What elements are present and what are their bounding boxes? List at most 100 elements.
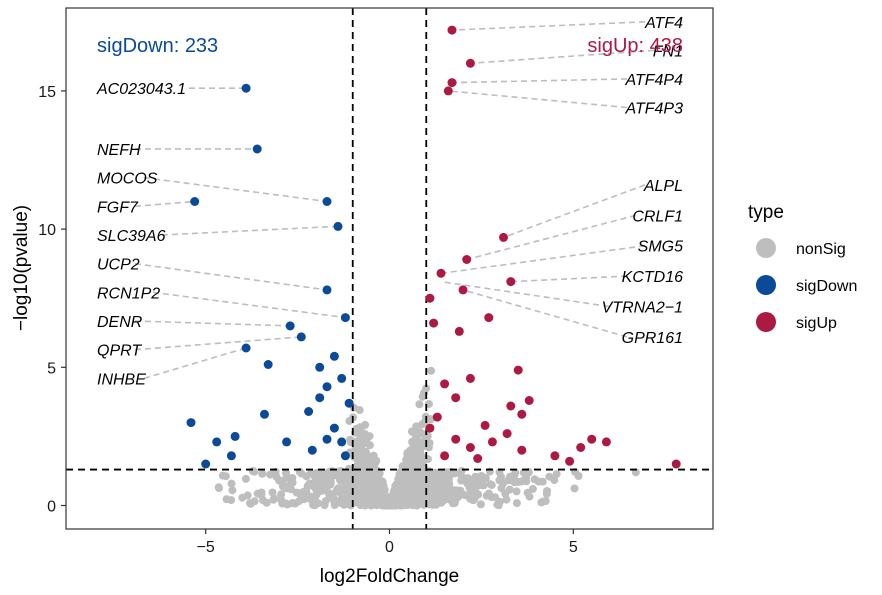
sigUp-point <box>465 443 475 452</box>
nonsig-point <box>512 487 521 496</box>
gene-label: ATF4P3 <box>625 101 684 118</box>
nonsig-point <box>415 481 424 490</box>
sigDown-point <box>322 197 332 206</box>
sigDown-point <box>260 409 269 419</box>
nonsig-point <box>491 493 500 502</box>
legend-label-sigup: sigUp <box>796 315 837 332</box>
sigDown-point <box>337 373 347 383</box>
nonsig-point <box>442 472 451 481</box>
nonsig-point <box>444 485 453 494</box>
x-tick-label: 5 <box>569 539 578 556</box>
sigUp-point <box>601 437 611 447</box>
nonsig-point <box>458 472 466 481</box>
sigUp-point <box>451 434 461 444</box>
sigDown-point <box>252 144 262 154</box>
nonsig-point <box>545 472 554 481</box>
y-axis-label: −log10(pvalue) <box>11 205 32 331</box>
label-connector <box>451 78 628 84</box>
nonsig-point <box>313 478 322 487</box>
nonsig-point <box>321 497 330 506</box>
gene-labels: AC023043.1 NEFH MOCOS FGF7 SLC39A6 UCP2 RCN1P2… <box>96 15 683 389</box>
nonsig-point <box>495 476 504 485</box>
nonsig-point <box>379 482 388 491</box>
sigUp-point <box>499 232 508 242</box>
gene-label: QPRT <box>97 343 142 360</box>
sigUp-point <box>671 459 681 469</box>
nonsig-point <box>269 495 278 504</box>
gene-label: ALPL <box>643 178 683 195</box>
nonsig-point <box>372 494 381 502</box>
nonsig-point <box>486 480 495 489</box>
gene-label: MOCOS <box>97 171 158 188</box>
sigUp-point <box>465 58 475 68</box>
nonsig-point <box>285 481 294 490</box>
legend-entries: nonSig sigDown sigUp <box>756 238 857 332</box>
nonsig-point <box>258 469 267 478</box>
label-connector <box>152 291 346 319</box>
y-tick-label: 0 <box>47 499 56 516</box>
gene-label: ATF4P4 <box>625 72 684 89</box>
sigUp-point <box>462 255 472 264</box>
nonsig-point <box>537 498 546 507</box>
sigUp-point <box>480 420 490 430</box>
sigUp-point <box>429 318 439 328</box>
nonsig-point <box>426 473 434 482</box>
significant-points <box>186 25 681 469</box>
nonsig-point <box>275 476 284 485</box>
gene-label: AC023043.1 <box>96 81 186 98</box>
sigUp-point <box>524 396 534 405</box>
nonsig-point <box>512 499 521 508</box>
nonsig-point <box>365 432 374 441</box>
nonsig-point <box>352 449 361 458</box>
gene-label: UCP2 <box>97 257 140 274</box>
nonsig-point <box>370 485 379 494</box>
nonsig-point <box>435 498 444 507</box>
nonsig-point <box>379 496 388 504</box>
nonsig-point <box>302 487 311 496</box>
nonsig-point <box>463 479 472 488</box>
label-connectors <box>134 21 655 380</box>
label-connector <box>143 347 247 380</box>
sigDown-point <box>322 382 332 392</box>
nonsig-point <box>305 479 314 488</box>
sigUp-point <box>576 443 586 452</box>
nonsig-point <box>450 499 459 507</box>
sigUp-point <box>458 285 468 295</box>
nonsig-point <box>399 473 408 482</box>
sigDown-point <box>340 313 350 323</box>
nonsig-point <box>407 464 416 473</box>
label-connector <box>143 176 328 203</box>
nonsig-point <box>440 479 449 488</box>
gene-label: FN1 <box>653 43 683 60</box>
sigDown-point <box>329 423 339 433</box>
axes: −5 0 5 0 5 10 15 <box>38 84 578 556</box>
sigUp-point <box>487 437 497 447</box>
nonsig-point <box>405 453 414 462</box>
sigDown-point <box>337 437 347 447</box>
nonsig-point <box>282 499 291 508</box>
nonsig-point <box>414 491 423 499</box>
nonsig-point <box>538 477 547 486</box>
threshold-lines <box>66 8 713 529</box>
gene-label: ATF4 <box>644 15 683 32</box>
nonsig-point <box>345 464 354 473</box>
sigDown-point <box>304 407 314 416</box>
label-connector <box>451 21 646 31</box>
nonsig-point <box>222 495 231 504</box>
sigUp-point <box>425 423 435 433</box>
nonsig-point <box>309 500 318 509</box>
legend-swatch-sigup <box>756 312 776 332</box>
nonsig-point <box>393 486 402 495</box>
nonsig-point <box>345 417 354 425</box>
sigDown-point <box>322 285 332 295</box>
y-tick-label: 15 <box>38 84 56 101</box>
sigDown-point <box>186 418 196 428</box>
nonsig-point <box>423 442 432 451</box>
nonsig-point <box>415 428 424 437</box>
gene-label: RCN1P2 <box>97 285 160 302</box>
gene-label: SLC39A6 <box>97 228 166 245</box>
sigDown-point <box>263 360 273 369</box>
nonsig-point <box>266 470 275 479</box>
nonsig-point <box>228 486 237 495</box>
